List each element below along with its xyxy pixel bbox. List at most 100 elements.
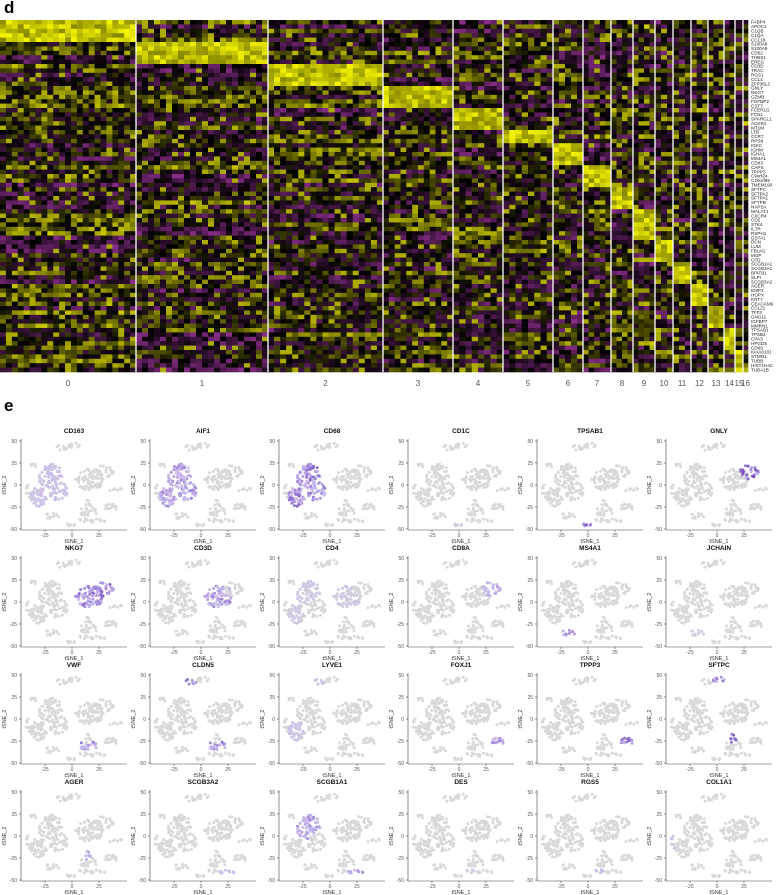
heatmap-cell	[65, 86, 72, 91]
heatmap-cell	[106, 178, 113, 184]
heatmap-cell	[316, 90, 323, 96]
heatmap-cell	[70, 72, 78, 78]
heatmap-cell	[35, 358, 42, 364]
heatmap-cell	[100, 253, 107, 258]
heatmap-cell	[346, 37, 354, 43]
heatmap-cell	[310, 178, 317, 184]
heatmap-cell	[250, 174, 257, 179]
heatmap-cell	[35, 279, 42, 285]
heatmap-cell	[184, 262, 191, 267]
heatmap-cell	[29, 134, 36, 140]
heatmap-cell	[202, 345, 209, 351]
heatmap-cell	[358, 213, 366, 219]
heatmap-cell	[11, 341, 19, 346]
heatmap-cell	[202, 86, 209, 91]
heatmap-cell	[47, 72, 54, 78]
heatmap-cell	[196, 204, 203, 210]
heatmap-cell	[142, 24, 149, 30]
heatmap-cell	[94, 121, 101, 126]
heatmap-cell	[358, 292, 366, 298]
heatmap-cell	[11, 152, 19, 157]
heatmap-cell	[190, 160, 197, 166]
heatmap-cell	[118, 222, 125, 228]
heatmap-cell	[112, 86, 119, 91]
heatmap-cell	[142, 116, 149, 122]
heatmap-cell	[59, 319, 66, 324]
heatmap-cell	[316, 314, 323, 320]
heatmap-cell	[88, 50, 95, 56]
heatmap-cell	[298, 244, 305, 250]
heatmap-cell	[274, 279, 281, 285]
heatmap-cell	[23, 86, 30, 91]
heatmap-cell	[0, 319, 7, 324]
heatmap-cell	[5, 68, 13, 74]
heatmap-cell	[65, 174, 72, 179]
heatmap-cell	[82, 116, 89, 122]
heatmap-cell	[322, 116, 329, 122]
heatmap-cell	[328, 301, 335, 307]
heatmap-cell	[292, 310, 299, 316]
heatmap-cell	[0, 138, 7, 144]
heatmap-cell	[220, 310, 227, 316]
heatmap-cell	[0, 147, 7, 153]
heatmap-cell	[124, 86, 131, 91]
heatmap-cell	[220, 37, 227, 43]
heatmap-cell	[208, 68, 215, 74]
heatmap-cell	[154, 323, 161, 329]
heatmap-cell	[11, 81, 19, 87]
heatmap-cell	[23, 160, 30, 166]
heatmap-cell	[346, 77, 354, 82]
heatmap-cell	[124, 42, 131, 47]
heatmap-cell	[280, 169, 287, 175]
heatmap-cell	[376, 275, 384, 280]
heatmap-cell	[23, 292, 30, 298]
heatmap-cell	[65, 257, 72, 263]
heatmap-cell	[358, 138, 366, 144]
heatmap-cell	[244, 55, 251, 60]
heatmap-cell	[202, 257, 209, 263]
heatmap-cell	[376, 253, 384, 258]
heatmap-cell	[76, 72, 84, 78]
heatmap-cell	[47, 121, 54, 126]
heatmap-cell	[256, 81, 263, 87]
heatmap-cell	[88, 37, 95, 43]
heatmap-cell	[292, 257, 299, 263]
heatmap-cell	[376, 147, 384, 153]
heatmap-cell	[0, 90, 7, 96]
heatmap-cell	[340, 200, 347, 206]
heatmap-cell	[82, 336, 89, 342]
heatmap-cell	[268, 226, 275, 232]
heatmap-cell	[268, 200, 275, 206]
heatmap-cell	[65, 125, 72, 131]
heatmap-cell	[148, 204, 155, 210]
heatmap-cell	[172, 94, 179, 100]
heatmap-cell	[316, 24, 323, 30]
heatmap-cell	[298, 81, 305, 87]
heatmap-cell	[118, 363, 125, 368]
heatmap-cell	[29, 345, 36, 351]
heatmap-cell	[328, 191, 335, 197]
heatmap-cell	[0, 143, 7, 148]
heatmap-cell	[178, 112, 185, 118]
heatmap-cell	[304, 20, 311, 25]
heatmap-cell	[268, 178, 275, 184]
heatmap-cell	[112, 59, 119, 65]
heatmap-cell	[274, 37, 281, 43]
heatmap-cell	[244, 341, 251, 346]
heatmap-cell	[17, 240, 24, 245]
heatmap-cell	[160, 152, 167, 157]
heatmap-cell	[328, 248, 335, 254]
heatmap-cell	[142, 174, 149, 179]
heatmap-cell	[196, 218, 203, 223]
heatmap-cell	[94, 182, 101, 188]
heatmap-cell	[208, 301, 215, 307]
heatmap-cell	[112, 218, 119, 223]
heatmap-cell	[106, 213, 113, 219]
heatmap-cell	[298, 218, 305, 223]
heatmap-cell	[142, 112, 149, 118]
heatmap-cell	[250, 156, 257, 162]
heatmap-cell	[334, 244, 341, 250]
heatmap-cell	[268, 152, 275, 157]
heatmap-cell	[274, 68, 281, 74]
heatmap-cell	[178, 275, 185, 280]
